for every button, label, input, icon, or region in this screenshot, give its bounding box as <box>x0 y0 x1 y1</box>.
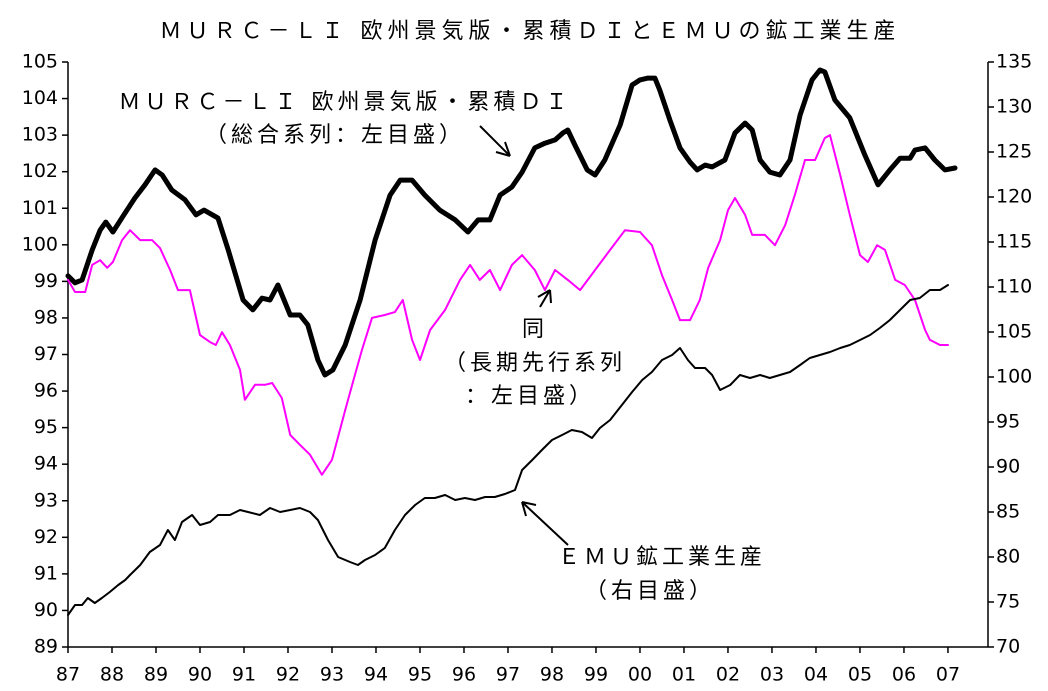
y-tick-label: 94 <box>34 453 58 475</box>
x-tick-label: 02 <box>716 664 740 686</box>
x-tick-label: 06 <box>892 664 916 686</box>
series-annotation: ：左目盛） <box>465 384 595 409</box>
series-annotation: ＥＭＵ鉱工業生産 <box>558 545 766 570</box>
series-annotation: （長期先行系列 <box>444 351 626 376</box>
y2-tick-label: 135 <box>996 51 1032 73</box>
x-tick-label: 05 <box>848 664 872 686</box>
y2-tick-label: 130 <box>996 96 1032 118</box>
y2-tick-label: 90 <box>996 456 1020 478</box>
arrow <box>537 289 552 308</box>
y-tick-label: 91 <box>34 562 58 584</box>
y2-tick-label: 100 <box>996 366 1032 388</box>
x-tick-label: 92 <box>276 664 300 686</box>
x-tick-label: 99 <box>584 664 608 686</box>
y-tick-label: 102 <box>22 160 58 182</box>
y2-tick-label: 110 <box>996 276 1032 298</box>
x-tick-label: 03 <box>760 664 784 686</box>
x-tick-label: 94 <box>364 664 388 686</box>
x-tick-label: 98 <box>540 664 564 686</box>
arrow <box>479 125 511 157</box>
y-tick-label: 105 <box>22 51 58 73</box>
x-tick-label: 89 <box>144 664 168 686</box>
x-tick-label: 07 <box>936 664 960 686</box>
y-tick-label: 101 <box>22 197 58 219</box>
series-line <box>65 67 958 378</box>
x-tick-label: 97 <box>496 664 520 686</box>
x-tick-label: 88 <box>100 664 124 686</box>
arrow <box>521 501 569 546</box>
y-tick-label: 98 <box>34 306 58 328</box>
y2-tick-label: 115 <box>996 231 1032 253</box>
x-tick-label: 93 <box>320 664 344 686</box>
y-tick-label: 96 <box>34 380 58 402</box>
chart-title: ＭＵＲＣ－ＬＩ 欧州景気版・累積ＤＩとＥＭＵの鉱工業生産 <box>160 19 901 44</box>
y-tick-label: 95 <box>34 416 58 438</box>
x-tick-label: 91 <box>232 664 256 686</box>
y-tick-label: 104 <box>22 87 58 109</box>
x-tick-label: 00 <box>628 664 652 686</box>
y2-tick-label: 120 <box>996 186 1032 208</box>
x-tick-label: 95 <box>408 664 432 686</box>
y2-tick-label: 80 <box>996 546 1020 568</box>
x-tick-label: 90 <box>188 664 212 686</box>
y-tick-label: 97 <box>34 343 58 365</box>
y2-tick-label: 125 <box>996 141 1032 163</box>
y2-tick-label: 75 <box>996 591 1020 613</box>
y2-tick-label: 85 <box>996 501 1020 523</box>
series-annotation: （右目盛） <box>585 579 715 604</box>
y2-tick-label: 95 <box>996 411 1020 433</box>
y-tick-label: 93 <box>34 489 58 511</box>
x-tick-label: 87 <box>56 664 80 686</box>
y-tick-label: 103 <box>22 124 58 146</box>
series-line <box>67 284 949 616</box>
series-annotation: 同 <box>522 317 548 342</box>
y-tick-label: 100 <box>22 233 58 255</box>
y-tick-label: 99 <box>34 270 58 292</box>
x-tick-label: 96 <box>452 664 476 686</box>
series-annotation: ＭＵＲＣ－ＬＩ 欧州景気版・累積ＤＩ <box>119 90 572 115</box>
annotation-arrows <box>479 125 569 546</box>
x-tick-label: 04 <box>804 664 828 686</box>
series-line <box>67 134 949 476</box>
y-tick-label: 92 <box>34 526 58 548</box>
y2-tick-label: 105 <box>996 321 1032 343</box>
y-tick-label: 89 <box>34 636 58 658</box>
series-annotation: （総合系列：左目盛） <box>205 123 465 148</box>
y2-tick-label: 70 <box>996 636 1020 658</box>
x-tick-label: 01 <box>672 664 696 686</box>
y-tick-label: 90 <box>34 599 58 621</box>
